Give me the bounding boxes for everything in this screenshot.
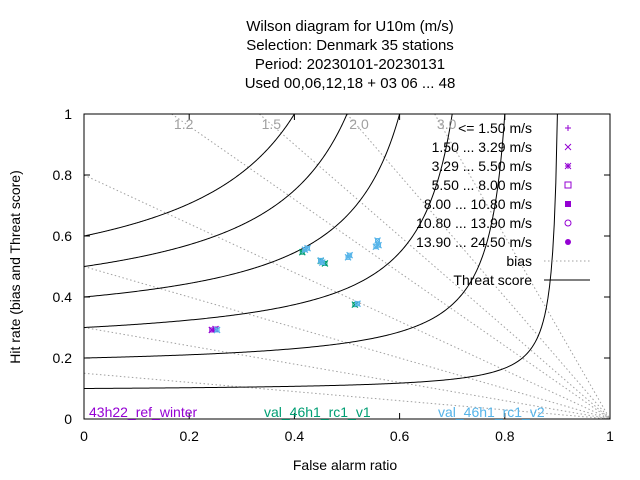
- legend-symbol: [565, 239, 571, 245]
- data-point-box: [319, 260, 325, 266]
- bias-label: 1.5: [262, 116, 282, 132]
- legend-symbol: [564, 219, 572, 227]
- threat-score-curve: [84, 114, 506, 359]
- bias-line: [84, 174, 610, 419]
- data-point: [208, 326, 216, 334]
- chart-title-line-2: Selection: Denmark 35 stations: [246, 37, 454, 54]
- y-axis-label: Hit rate (bias and Threat score): [7, 170, 23, 364]
- y-tick-label: 0.2: [53, 350, 73, 366]
- x-tick-label: 0.4: [285, 428, 305, 444]
- legend-symbol: [564, 181, 572, 189]
- x-tick-label: 1: [606, 428, 614, 444]
- data-point-box: [345, 254, 351, 260]
- legend-entry-label: <= 1.50 m/s: [458, 120, 532, 136]
- legend-symbol: [564, 162, 572, 170]
- legend-entry-label: 13.90 ... 24.50 m/s: [416, 234, 532, 250]
- legend-entry-label: 3.29 ... 5.50 m/s: [432, 158, 532, 174]
- data-points: [208, 237, 382, 334]
- legend-symbol-shape: [564, 219, 572, 227]
- legend-symbol: [565, 201, 571, 207]
- legend-entry-label: 8.00 ... 10.80 m/s: [424, 196, 532, 212]
- legend-entry-label: 1.50 ... 3.29 m/s: [432, 139, 532, 155]
- data-point-box: [375, 238, 381, 244]
- data-point: [344, 253, 352, 261]
- legend-line-label: Threat score: [453, 272, 532, 288]
- threat-score-curve: [84, 114, 295, 237]
- legend: <= 1.50 m/s 1.50 ... 3.29 m/s 3.29 ... 5.5…: [416, 120, 590, 288]
- y-tick-label: 0.6: [53, 228, 73, 244]
- y-tick-label: 0: [64, 411, 72, 427]
- x-tick-label: 0.6: [390, 428, 410, 444]
- threat-score-curve: [84, 114, 348, 267]
- chart-title-line-3: Period: 20230101-20230131: [254, 56, 446, 73]
- data-point: [354, 300, 361, 308]
- threat-score-curve: [84, 114, 558, 389]
- x-tick-label: 0.2: [179, 428, 199, 444]
- series-label: val_46h1_rc1_v2: [438, 404, 545, 420]
- bias-line: [84, 327, 610, 419]
- series-label: 43h22_ref_winter: [89, 404, 198, 420]
- legend-line-label: bias: [506, 253, 532, 269]
- x-tick-label: 0: [80, 428, 88, 444]
- bias-line: [434, 114, 610, 419]
- x-axis-label: False alarm ratio: [293, 457, 397, 473]
- legend-symbol: [565, 125, 571, 131]
- legend-symbol-shape: [564, 181, 572, 189]
- series-label: val_46h1_rc1_v1: [264, 404, 371, 420]
- legend-entry-label: 10.80 ... 13.90 m/s: [416, 215, 532, 231]
- data-point: [374, 237, 381, 244]
- bias-label: 3.0: [437, 116, 457, 132]
- threat-score-curve: [84, 114, 401, 298]
- chart-title-line-1: Wilson diagram for U10m (m/s): [246, 18, 454, 35]
- data-point-box: [209, 327, 215, 333]
- legend-symbol-stroke: [564, 162, 572, 170]
- bias-label: 2.0: [349, 116, 369, 132]
- bias-labels: 1.2 1.5 2.0 3.0: [174, 116, 457, 132]
- bias-line: [171, 114, 610, 419]
- y-tick-label: 1: [64, 106, 72, 122]
- plot-frame: [83, 113, 611, 420]
- legend-entry-label: 5.50 ... 8.00 m/s: [432, 177, 532, 193]
- axis-ticks: 0 0.2 0.4 0.6 0.8 1 0 0.2 0.4 0.6 0.8 1: [53, 106, 615, 444]
- legend-symbol: [564, 143, 572, 151]
- data-point-box: [376, 242, 382, 248]
- threat-score-curve: [84, 114, 453, 328]
- data-point: [318, 259, 326, 266]
- bias-label: 1.2: [174, 116, 194, 132]
- data-point-box: [214, 327, 220, 333]
- threat-score-curves: [84, 114, 558, 389]
- data-point: [213, 326, 221, 334]
- series-labels: 43h22_ref_winter val_46h1_rc1_v1 val_46h1_…: [89, 404, 545, 420]
- legend-symbol-shape: [565, 201, 571, 207]
- data-point: [304, 244, 311, 252]
- x-tick-label: 0.8: [495, 428, 515, 444]
- bias-line: [84, 266, 610, 419]
- legend-symbol-shape: [565, 239, 571, 245]
- y-tick-label: 0.8: [53, 167, 73, 183]
- y-tick-label: 0.4: [53, 289, 73, 305]
- chart-title-line-4: Used 00,06,12,18 + 03 06 ... 48: [244, 75, 456, 92]
- data-point-box: [305, 245, 311, 251]
- legend-symbol-stroke: [564, 143, 572, 151]
- data-point-box: [355, 301, 361, 307]
